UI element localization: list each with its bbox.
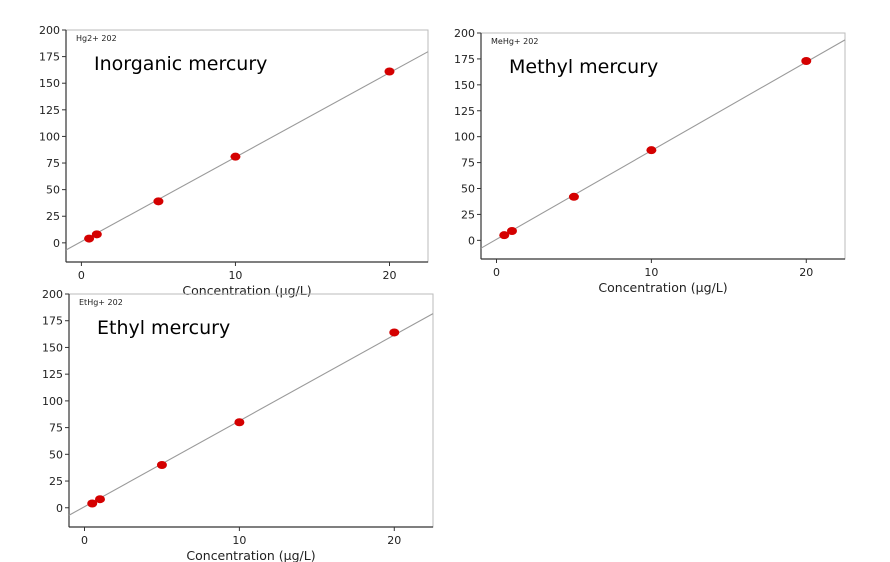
chart-2-chart-title: Ethyl mercury <box>97 317 230 339</box>
chart-2-data-point <box>389 328 400 337</box>
chart-inorganic-mercury: 0 25 50 75 100 125 150 175 200 0 10 20 Hg2+ 202 Inorg… <box>39 24 429 298</box>
chart-2-x-tick-label: 20 <box>387 534 401 547</box>
chart-0-chart-title: Inorganic mercury <box>94 53 267 75</box>
chart-0-trace-label: Hg2+ 202 <box>76 34 117 43</box>
chart-0-x-tick-label: 20 <box>382 269 396 282</box>
chart-1-data-point <box>506 227 517 236</box>
chart-1-x-tick-label: 20 <box>799 266 813 279</box>
chart-1-data-point <box>801 56 812 65</box>
chart-1-data-point <box>646 146 657 155</box>
chart-2-data-point <box>156 461 167 470</box>
chart-1-y-tick-label: 50 <box>461 183 475 196</box>
chart-2-x-tick-label: 0 <box>81 534 88 547</box>
chart-0-y-tick-label: 25 <box>46 210 60 223</box>
chart-0-y-tick-label: 100 <box>39 130 60 143</box>
chart-1-x-axis-label: Concentration (µg/L) <box>598 280 727 295</box>
chart-0-y-tick-label: 150 <box>39 77 60 90</box>
chart-2-data-point <box>94 495 105 504</box>
chart-1-y-tick-label: 75 <box>461 157 475 170</box>
chart-2-data-point <box>87 499 98 508</box>
chart-ethyl-mercury: 0 25 50 75 100 125 150 175 200 0 10 20 EtHg+ 202 Ethy… <box>42 288 434 562</box>
chart-1-trace-label: MeHg+ 202 <box>491 37 538 46</box>
chart-0-y-tick-label: 0 <box>53 237 60 250</box>
chart-0-data-point <box>230 152 241 161</box>
chart-0-data-point <box>153 197 164 206</box>
chart-0-y-tick-label: 50 <box>46 184 60 197</box>
chart-2-y-tick-label: 50 <box>49 448 63 461</box>
chart-1-y-tick-label: 200 <box>454 27 475 40</box>
chart-2-trace-label: EtHg+ 202 <box>79 298 123 307</box>
chart-1-y-tick-label: 175 <box>454 53 475 66</box>
chart-1-y-tick-label: 0 <box>468 234 475 247</box>
chart-0-x-tick-label: 10 <box>228 269 242 282</box>
chart-methyl-mercury: 0 25 50 75 100 125 150 175 200 0 10 20 MeHg+ 202 Meth… <box>454 27 846 295</box>
chart-2-data-point <box>234 418 245 427</box>
chart-2-y-tick-label: 175 <box>42 315 63 328</box>
chart-0-data-point <box>91 230 102 239</box>
chart-2-y-tick-label: 150 <box>42 341 63 354</box>
chart-2-y-tick-label: 200 <box>42 288 63 301</box>
chart-2-y-tick-label: 100 <box>42 395 63 408</box>
chart-2-x-tick-label: 10 <box>232 534 246 547</box>
chart-1-x-tick-label: 0 <box>493 266 500 279</box>
chart-1-y-tick-label: 25 <box>461 208 475 221</box>
chart-0-y-tick-label: 75 <box>46 157 60 170</box>
chart-1-chart-title: Methyl mercury <box>509 56 658 78</box>
chart-0-x-tick-label: 0 <box>78 269 85 282</box>
chart-2-x-axis-label: Concentration (µg/L) <box>186 548 315 562</box>
chart-1-y-tick-label: 125 <box>454 105 475 118</box>
chart-0-y-tick-label: 125 <box>39 104 60 117</box>
chart-0-y-tick-label: 200 <box>39 24 60 37</box>
chart-2-y-tick-label: 0 <box>56 502 63 515</box>
chart-1-data-point <box>499 231 510 240</box>
chart-1-fit-line <box>480 39 846 249</box>
chart-0-data-point <box>84 234 95 243</box>
chart-1-y-tick-label: 100 <box>454 131 475 144</box>
chart-2-fit-line <box>68 313 434 516</box>
chart-2-y-tick-label: 75 <box>49 422 63 435</box>
chart-0-y-tick-label: 175 <box>39 51 60 64</box>
chart-2-y-tick-label: 125 <box>42 368 63 381</box>
chart-0-fit-line <box>65 51 429 251</box>
chart-1-x-tick-label: 10 <box>644 266 658 279</box>
chart-2-y-tick-label: 25 <box>49 475 63 488</box>
chart-1-y-tick-label: 150 <box>454 79 475 92</box>
chart-0-data-point <box>384 67 395 76</box>
chart-1-data-point <box>568 192 579 201</box>
